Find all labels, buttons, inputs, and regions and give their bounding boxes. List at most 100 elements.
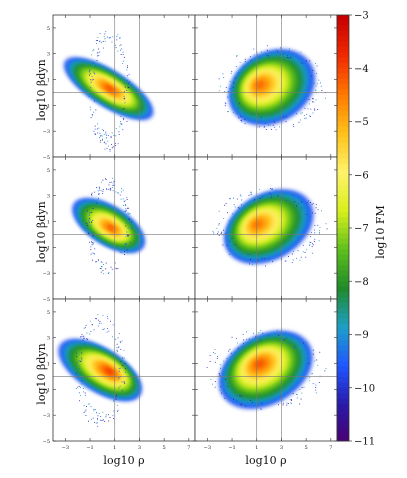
scatter-speck [83, 335, 85, 337]
scatter-speck [231, 213, 233, 215]
scatter-speck [125, 244, 127, 246]
scatter-speck [223, 360, 225, 362]
scatter-speck [96, 261, 98, 263]
scatter-speck [227, 111, 229, 113]
colorbar-band [337, 164, 349, 170]
y-tick-label: −1 [43, 245, 50, 251]
scatter-speck [124, 97, 125, 99]
colorbar-tick-label: −7 [354, 224, 369, 235]
scatter-speck [124, 91, 125, 93]
scatter-speck [268, 334, 270, 336]
scatter-speck [116, 404, 118, 406]
scatter-speck [301, 62, 303, 64]
scatter-speck [80, 387, 81, 389]
scatter-speck [287, 54, 288, 56]
scatter-speck [102, 179, 104, 181]
scatter-speck [233, 82, 235, 84]
scatter-speck [225, 232, 227, 234]
scatter-speck [268, 56, 270, 58]
scatter-speck [266, 45, 268, 47]
scatter-speck [262, 332, 264, 334]
scatter-speck [78, 392, 80, 394]
scatter-speck [295, 345, 297, 347]
scatter-speck [124, 86, 126, 88]
scatter-speck [101, 419, 103, 421]
scatter-speck [325, 368, 327, 369]
scatter-speck [272, 124, 274, 126]
scatter-speck [111, 41, 113, 43]
scatter-speck [105, 179, 107, 180]
scatter-speck [105, 143, 107, 145]
scatter-speck [230, 72, 232, 74]
scatter-speck [110, 266, 112, 268]
x-tick-label: 1 [255, 445, 258, 451]
scatter-speck [89, 230, 91, 232]
scatter-speck [107, 318, 109, 320]
colorbar-band [337, 265, 349, 271]
density-map [63, 31, 154, 152]
scatter-speck [209, 361, 211, 362]
scatter-speck [116, 39, 118, 41]
scatter-speck [88, 420, 89, 422]
scatter-speck [107, 328, 108, 329]
scatter-speck [103, 142, 105, 144]
scatter-speck [93, 130, 95, 132]
scatter-speck [123, 381, 125, 383]
scatter-speck [306, 114, 308, 115]
scatter-speck [117, 143, 119, 145]
scatter-speck [260, 116, 262, 118]
scatter-speck [115, 268, 117, 270]
scatter-speck [229, 348, 231, 350]
scatter-speck [302, 199, 304, 201]
scatter-speck [127, 236, 129, 237]
scatter-speck [324, 370, 326, 372]
scatter-speck [288, 48, 290, 50]
scatter-speck [113, 184, 115, 186]
colorbar-tick-label: −9 [354, 330, 369, 341]
scatter-speck [121, 364, 123, 366]
scatter-speck [92, 234, 94, 236]
scatter-speck [127, 252, 128, 254]
y-axis-title-text-middle: log10 βdyn [35, 201, 48, 262]
scatter-speck [115, 338, 117, 340]
scatter-speck [310, 242, 312, 243]
scatter-speck [257, 54, 258, 56]
scatter-speck [290, 403, 292, 405]
scatter-speck [228, 350, 230, 352]
scatter-speck [126, 121, 128, 122]
scatter-speck [239, 103, 240, 105]
scatter-speck [282, 404, 284, 406]
scatter-speck [278, 117, 280, 118]
x-tick-label: 7 [187, 445, 190, 451]
scatter-speck [296, 62, 298, 64]
scatter-speck [125, 235, 127, 237]
scatter-speck [127, 65, 128, 67]
scatter-speck [238, 117, 240, 119]
scatter-speck [96, 412, 97, 414]
scatter-speck [113, 410, 115, 412]
scatter-speck [222, 234, 224, 236]
scatter-speck [119, 37, 121, 39]
scatter-speck [305, 256, 307, 258]
scatter-speck [76, 362, 78, 364]
scatter-speck [130, 227, 131, 229]
scatter-speck [99, 141, 101, 143]
colorbar-band [337, 387, 349, 394]
scatter-speck [125, 208, 127, 210]
scatter-speck [107, 140, 109, 142]
scatter-speck [231, 96, 233, 98]
scatter-speck [242, 114, 244, 116]
scatter-speck [237, 107, 239, 109]
scatter-speck [127, 67, 128, 69]
scatter-speck [115, 145, 117, 146]
scatter-speck [252, 332, 254, 334]
scatter-speck [83, 412, 85, 413]
scatter-speck [311, 203, 313, 205]
scatter-speck [118, 346, 120, 348]
scatter-speck [227, 386, 229, 387]
scatter-speck [80, 377, 82, 378]
scatter-speck [306, 249, 308, 251]
scatter-speck [113, 135, 115, 136]
scatter-speck [278, 334, 280, 336]
scatter-speck [312, 383, 314, 385]
